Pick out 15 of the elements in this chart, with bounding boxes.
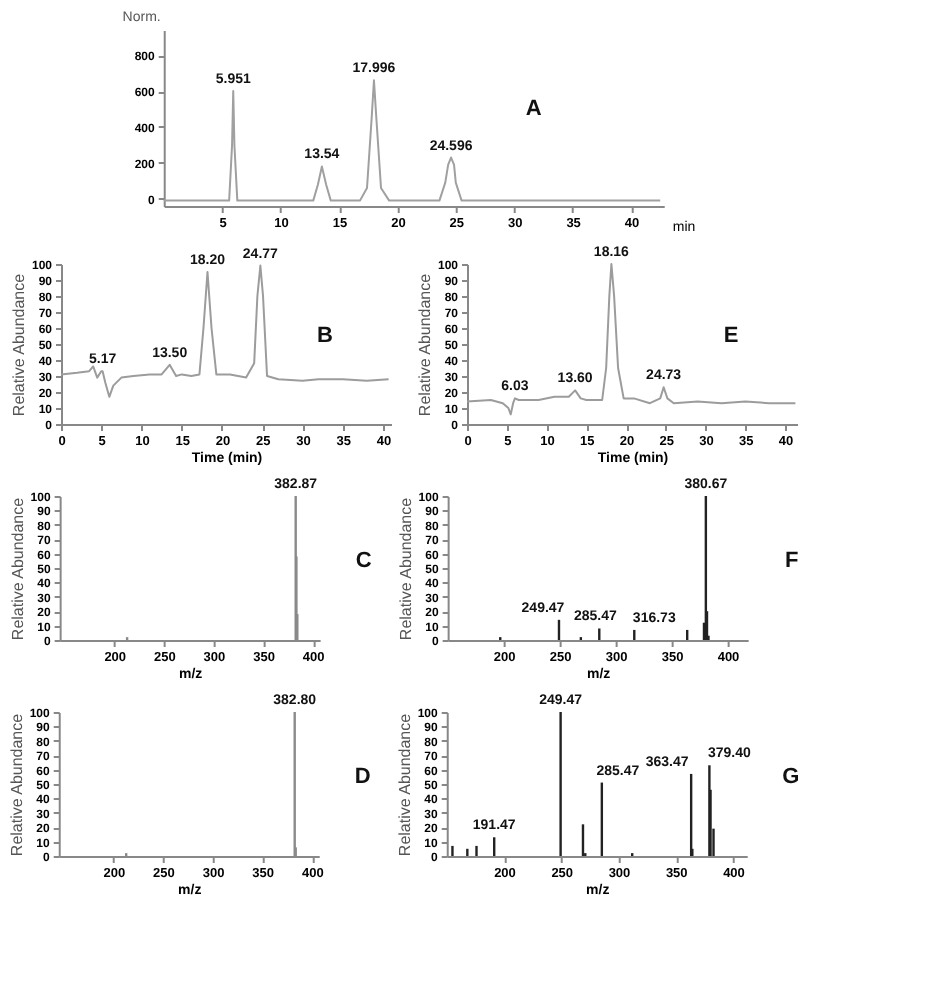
y-axis-title: Relative Abundance [396,496,415,641]
line-series [466,263,797,416]
text: F [784,548,799,573]
annotation: E [723,324,739,348]
annotation: B [317,324,334,348]
text: D [354,764,371,789]
text: C [355,548,372,573]
text: G [782,764,800,789]
annotation: A [525,97,542,122]
y-axis-title: Relative Abundance [415,272,434,417]
y-axis-title: Relative Abundance [395,712,414,857]
y-axis-title: Relative Abundance [9,272,28,417]
line-series [60,264,390,398]
y-axis-title: Relative Abundance [7,712,26,857]
y-axis-title: Relative Abundance [8,496,27,641]
